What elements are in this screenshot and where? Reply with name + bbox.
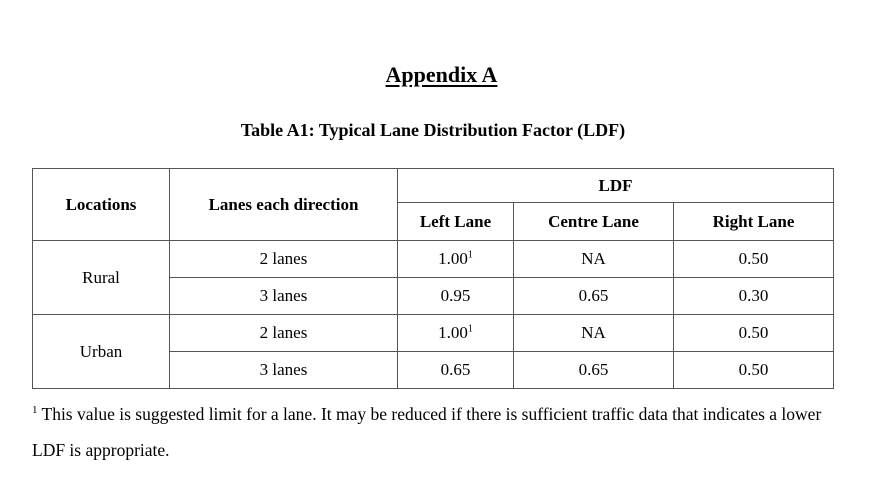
centre-lane-cell: 0.65 bbox=[513, 351, 674, 389]
header-locations: Locations bbox=[32, 168, 170, 241]
lanes-cell: 3 lanes bbox=[169, 351, 398, 389]
left-lane-cell: 1.001 bbox=[397, 240, 514, 278]
table-header-row: Locations Lanes each direction LDF bbox=[32, 168, 835, 241]
lanes-cell: 2 lanes bbox=[169, 314, 398, 352]
right-lane-cell: 0.50 bbox=[672, 314, 835, 352]
table-subheader-row: Left Lane Centre Lane Right Lane bbox=[33, 202, 835, 241]
centre-lane-cell: NA bbox=[513, 314, 674, 352]
header-ldf: LDF bbox=[396, 168, 835, 203]
centre-lane-cell: 0.65 bbox=[513, 277, 674, 315]
left-lane-value: 1.00 bbox=[438, 323, 468, 342]
left-lane-value: 1.00 bbox=[438, 249, 468, 268]
table-caption: Table A1: Typical Lane Distribution Fact… bbox=[240, 120, 626, 140]
centre-lane-cell: NA bbox=[513, 240, 674, 278]
lanes-cell: 2 lanes bbox=[169, 240, 398, 278]
location-cell-rural: Rural bbox=[32, 240, 170, 315]
footnote-ref: 1 bbox=[467, 323, 473, 335]
header-centre-lane: Centre Lane bbox=[513, 202, 674, 241]
right-lane-cell: 0.50 bbox=[672, 351, 835, 389]
table-row: Urban 2 lanes 1.001 NA 0.50 bbox=[32, 314, 835, 389]
left-lane-cell: 1.001 bbox=[397, 314, 514, 352]
left-lane-cell: 0.95 bbox=[397, 277, 514, 315]
header-lanes-each-direction: Lanes each direction bbox=[169, 168, 398, 241]
ldf-table: Locations Lanes each direction LDF Left … bbox=[32, 168, 835, 389]
header-right-lane: Right Lane bbox=[672, 202, 835, 241]
table-row: Rural 2 lanes 1.001 NA 0.50 bbox=[32, 240, 835, 315]
table-row: 3 lanes 0.65 0.65 0.50 bbox=[33, 351, 835, 389]
footnote-text: This value is suggested limit for a lane… bbox=[32, 404, 822, 460]
footnote-ref: 1 bbox=[467, 249, 473, 261]
appendix-heading: Appendix A bbox=[385, 62, 498, 87]
lanes-cell: 3 lanes bbox=[169, 277, 398, 315]
right-lane-cell: 0.30 bbox=[672, 277, 835, 315]
header-left-lane: Left Lane bbox=[397, 202, 514, 241]
left-lane-cell: 0.65 bbox=[397, 351, 514, 389]
table-row: 3 lanes 0.95 0.65 0.30 bbox=[33, 277, 835, 315]
right-lane-cell: 0.50 bbox=[672, 240, 835, 278]
footnote: 1 This value is suggested limit for a lan… bbox=[32, 396, 852, 468]
location-cell-urban: Urban bbox=[32, 314, 170, 389]
footnote-marker: 1 bbox=[32, 404, 38, 417]
